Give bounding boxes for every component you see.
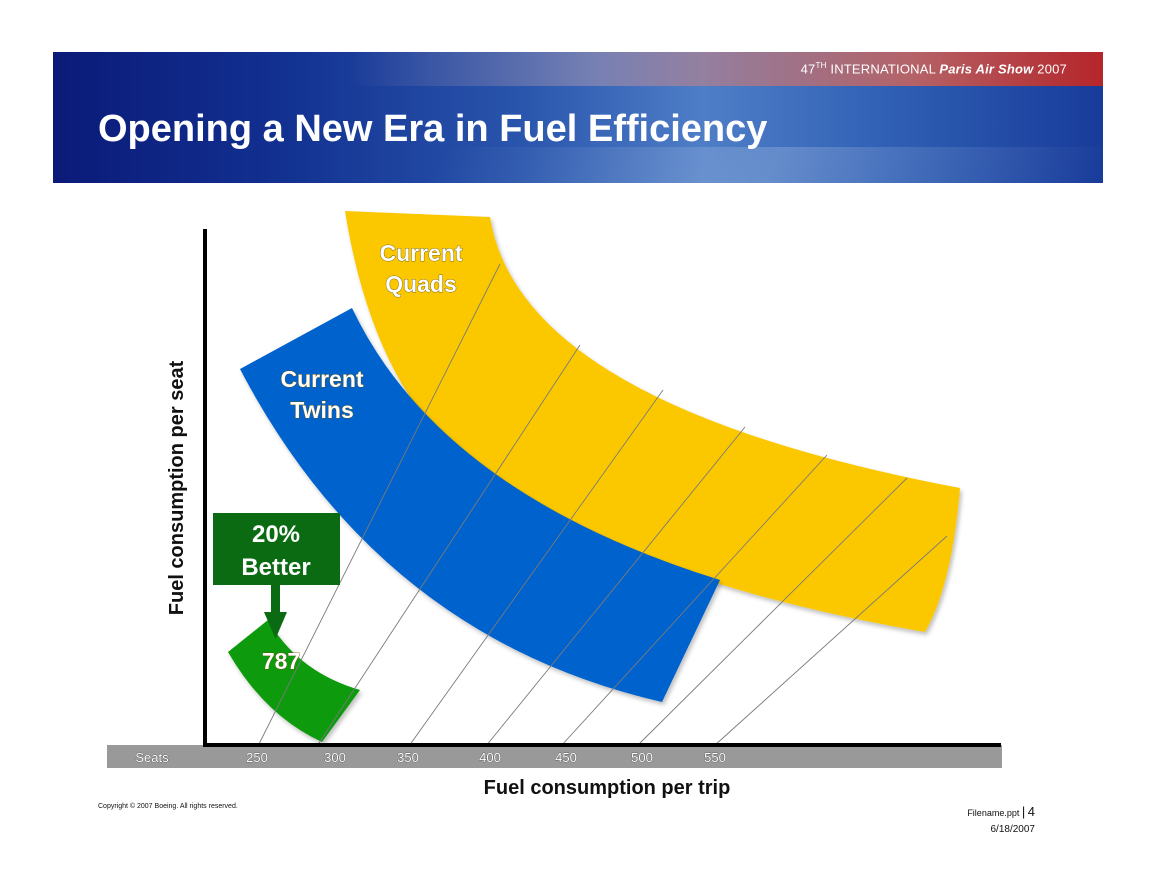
footer-page-number: 4 [1027,804,1035,819]
show-middle: INTERNATIONAL [826,61,940,77]
dreamliner-band [228,620,360,742]
show-year: 2007 [1033,61,1067,77]
quads-label-line2: Quads [385,271,457,297]
show-prefix: 47 [800,61,816,77]
seat-tick-450: 450 [555,750,577,765]
seat-tick-350: 350 [397,750,419,765]
copyright-text: Copyright © 2007 Boeing. All rights rese… [98,803,238,810]
footer-file-info: Filename.ppt | 4 [967,804,1035,819]
quads-label-line1: Current [379,240,462,266]
seat-line-350 [408,389,664,747]
quads-band [345,211,960,632]
seat-tick-500: 500 [631,750,653,765]
twins-label-line1: Current [280,366,363,392]
better-callout-box [213,513,340,585]
seat-line-450 [560,454,828,747]
seat-line-250 [257,263,501,747]
banner-top-strip [53,52,1103,86]
slide-title: Opening a New Era in Fuel Efficiency [98,108,768,150]
better-arrow-head [264,612,287,639]
twins-label-line2: Twins [290,397,353,423]
better-callout-line1: 20% [252,521,300,548]
dreamliner-label: 787 [262,648,300,674]
seat-tick-300: 300 [324,750,346,765]
seat-tick-550: 550 [704,750,726,765]
x-axis-label: Fuel consumption per trip [484,777,731,799]
better-arrow-shaft [271,585,280,614]
seat-line-300 [316,344,581,747]
twins-band [240,308,720,702]
seat-guide-lines [257,263,948,747]
header-banner: 47TH INTERNATIONAL Paris Air Show 2007 O… [53,52,1103,183]
seat-line-400 [485,426,746,747]
seats-label: Seats [135,750,169,765]
seat-tick-400: 400 [479,750,501,765]
show-bold: Paris Air Show [939,61,1034,77]
better-callout-line2: Better [241,554,310,581]
seat-line-500 [636,477,908,747]
paris-air-show-label: 47TH INTERNATIONAL Paris Air Show 2007 [801,61,1067,76]
seat-tick-250: 250 [246,750,268,765]
seat-line-550 [713,535,948,747]
show-suffix: TH [815,61,827,70]
footer-date: 6/18/2007 [990,824,1036,835]
y-axis-label: Fuel consumption per seat [166,360,188,615]
footer-filename: Filename.ppt [967,808,1020,818]
seats-bar [107,745,1002,768]
